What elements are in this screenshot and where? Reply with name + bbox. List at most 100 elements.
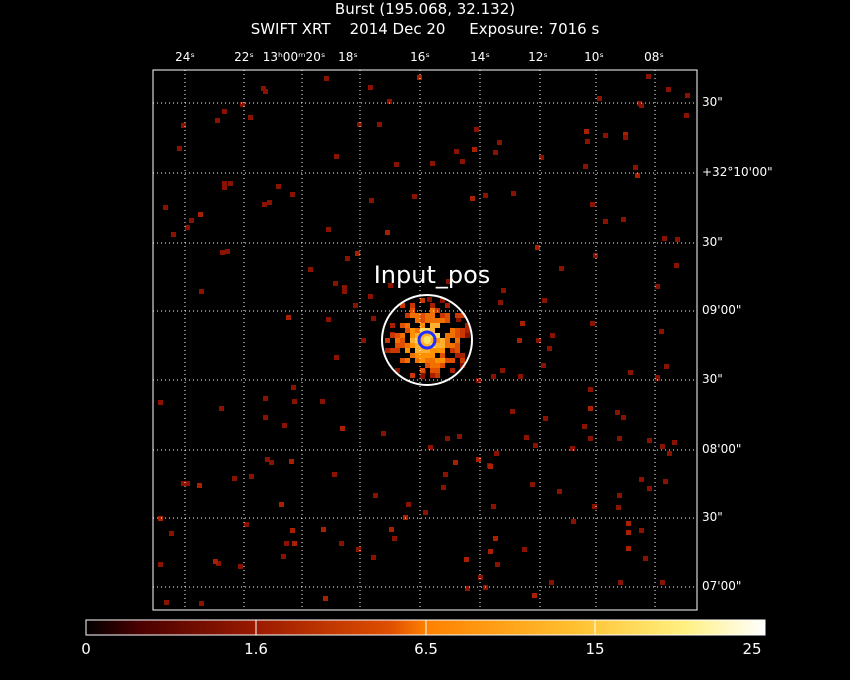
photon-pixel [385, 338, 390, 343]
photon-pixel [570, 446, 575, 451]
photon-pixel [406, 502, 411, 507]
photon-pixel [532, 593, 537, 598]
photon-pixel [430, 313, 435, 318]
photon-pixel [308, 267, 313, 272]
photon-pixel [326, 227, 331, 232]
photon-pixel [228, 181, 233, 186]
photon-pixel [361, 338, 366, 343]
photon-pixel [494, 451, 499, 456]
photon-pixel [158, 516, 163, 521]
photon-pixel [323, 596, 328, 601]
photon-pixel [603, 133, 608, 138]
photon-pixel [520, 321, 525, 326]
photon-pixel [667, 451, 672, 456]
photon-pixel [334, 355, 339, 360]
photon-pixel [289, 459, 294, 464]
source-region-circle[interactable] [381, 294, 473, 386]
photon-pixel [435, 323, 440, 328]
photon-pixel [249, 474, 254, 479]
photon-pixel [410, 338, 415, 343]
photon-pixel [450, 343, 455, 348]
photon-pixel [425, 318, 430, 323]
photon-pixel [340, 426, 345, 431]
photon-pixel [263, 89, 268, 94]
dec-tick-label: 30" [702, 95, 723, 109]
photon-pixel [430, 303, 435, 308]
photon-pixel [400, 303, 405, 308]
photon-pixel [415, 313, 420, 318]
photon-pixel [392, 536, 397, 541]
photon-pixel [647, 438, 652, 443]
photon-pixel [536, 338, 541, 343]
dec-tick-label: +32°10'00" [702, 165, 773, 179]
photon-pixel [222, 185, 227, 190]
photon-pixel [464, 557, 469, 562]
photon-pixel [623, 132, 628, 137]
photon-pixel [582, 424, 587, 429]
photon-pixel [440, 298, 445, 303]
photon-pixel [410, 303, 415, 308]
photon-pixel [440, 313, 445, 318]
photon-pixel [430, 308, 435, 313]
photon-pixel [662, 236, 667, 241]
photon-pixel [445, 303, 450, 308]
photon-pixel [415, 348, 420, 353]
photon-pixel [446, 279, 451, 284]
photon-pixel [435, 338, 440, 343]
photon-pixel [395, 333, 400, 338]
photon-pixel [290, 528, 295, 533]
photon-pixel [495, 562, 500, 567]
photon-pixel [353, 303, 358, 308]
photon-pixel [390, 348, 395, 353]
photon-pixel [465, 323, 470, 328]
photon-pixel [423, 510, 428, 515]
photon-pixel [593, 253, 598, 258]
photon-pixel [389, 527, 394, 532]
ra-tick-label: 08ˢ [644, 50, 664, 64]
photon-pixel [456, 317, 461, 322]
photon-pixel [460, 358, 465, 363]
photon-pixel [400, 338, 405, 343]
photon-pixel [470, 196, 475, 201]
photon-pixel [478, 575, 483, 580]
colorbar-label: 25 [742, 640, 762, 658]
photon-pixel [543, 416, 548, 421]
photon-pixel [412, 194, 417, 199]
photon-pixel [674, 263, 679, 268]
photon-pixel [425, 343, 430, 348]
dec-tick-label: 30" [702, 235, 723, 249]
photon-pixel [435, 318, 440, 323]
photon-pixel [559, 266, 564, 271]
photon-pixel [603, 219, 608, 224]
photon-pixel [420, 353, 425, 358]
ra-tick-label: 18ˢ [338, 50, 358, 64]
photon-pixel [225, 249, 230, 254]
photon-pixel [371, 316, 376, 321]
photon-pixel [420, 368, 425, 373]
photon-pixel [445, 318, 450, 323]
photon-pixel [400, 358, 405, 363]
photon-pixel [410, 308, 415, 313]
photon-pixel [616, 505, 621, 510]
photon-pixel [332, 472, 337, 477]
photon-pixel [292, 541, 297, 546]
position-marker[interactable] [417, 330, 437, 350]
photon-pixel [440, 348, 445, 353]
photon-pixel [623, 135, 628, 140]
photon-pixel [440, 358, 445, 363]
photon-pixel [284, 541, 289, 546]
photon-pixel [430, 323, 435, 328]
photon-pixel [493, 536, 498, 541]
photon-pixel [488, 464, 493, 469]
ra-tick-label: 24ˢ [175, 50, 195, 64]
photon-pixel [371, 555, 376, 560]
photon-pixel [597, 96, 602, 101]
photon-pixel [460, 333, 465, 338]
photon-pixel [290, 192, 295, 197]
photon-pixel [400, 343, 405, 348]
photon-pixel [660, 580, 665, 585]
photon-pixel [550, 333, 555, 338]
photon-pixel [617, 493, 622, 498]
photon-pixel [417, 75, 422, 80]
dec-tick-label: 07'00" [702, 579, 742, 593]
